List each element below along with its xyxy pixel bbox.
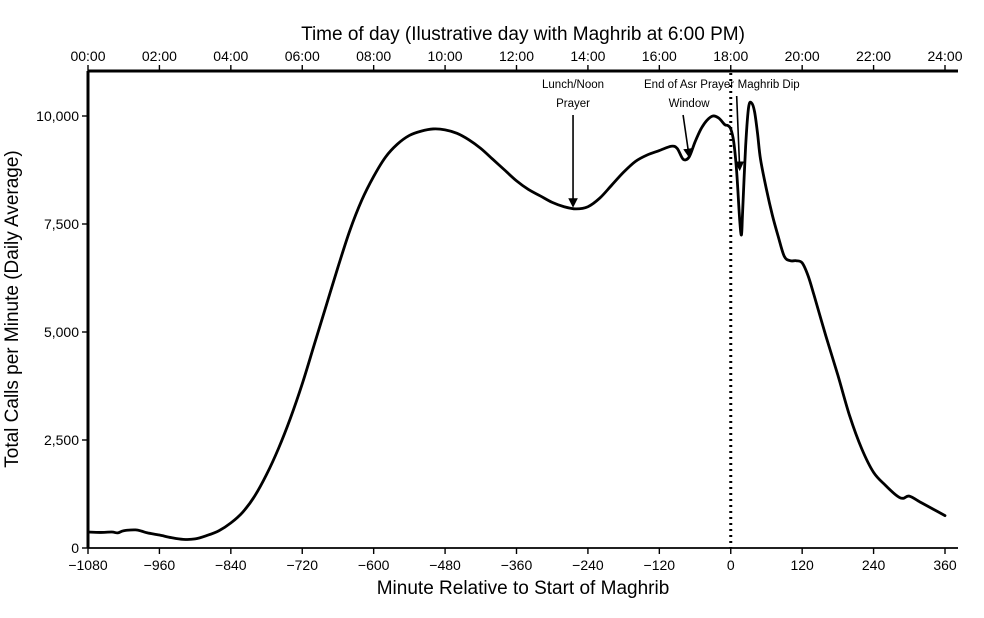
annotation: Maghrib Dip xyxy=(734,79,800,172)
x-tick-label: 240 xyxy=(862,557,886,573)
top-tick-label: 24:00 xyxy=(927,48,962,64)
x-tick-label: −600 xyxy=(358,557,390,573)
x-tick-label: −960 xyxy=(144,557,176,573)
y-axis-ticks: 0 2,500 5,000 7,500 10,000 xyxy=(36,108,88,556)
y-axis-title: Total Calls per Minute (Daily Average) xyxy=(2,150,23,468)
x-axis-ticks: −1080 −960 −840 −720 −600 −480 −360 −240 −120 0 12… xyxy=(68,548,957,573)
plot-frame xyxy=(86,69,958,549)
y-tick-label: 5,000 xyxy=(44,324,79,340)
annotation-arrow xyxy=(734,95,745,172)
top-tick-label: 04:00 xyxy=(213,48,248,64)
top-axis-title: Time of day (Ilustrative day with Maghri… xyxy=(301,24,745,45)
x-tick-label: −1080 xyxy=(68,557,108,573)
annotation-label: End of Asr Prayer xyxy=(644,79,734,91)
top-tick-label: 16:00 xyxy=(642,48,677,64)
top-tick-label: 12:00 xyxy=(499,48,534,64)
y-tick-label: 7,500 xyxy=(44,216,79,232)
top-tick-label: 14:00 xyxy=(570,48,605,64)
series-line xyxy=(86,100,947,541)
annotation-label: Maghrib Dip xyxy=(738,79,800,91)
x-tick-label: 360 xyxy=(933,557,957,573)
y-tick-label: 2,500 xyxy=(44,432,79,448)
x-tick-label: −840 xyxy=(215,557,247,573)
top-tick-label: 00:00 xyxy=(70,48,105,64)
annotations: Lunch/Noon Prayer End of Asr Prayer Window M… xyxy=(542,79,800,208)
annotation-label: Window xyxy=(669,98,711,110)
y-tick-label: 10,000 xyxy=(36,108,79,124)
y-tick-label: 0 xyxy=(71,540,79,556)
top-tick-label: 18:00 xyxy=(713,48,748,64)
top-tick-label: 10:00 xyxy=(428,48,463,64)
annotation-arrow xyxy=(682,114,693,159)
annotation-label: Lunch/Noon xyxy=(542,79,604,91)
x-tick-label: −120 xyxy=(644,557,676,573)
top-tick-label: 02:00 xyxy=(142,48,177,64)
x-tick-label: 0 xyxy=(727,557,735,573)
x-tick-label: −240 xyxy=(572,557,604,573)
top-axis-ticks: 00:00 02:00 04:00 06:00 08:00 10:00 12:00 14:00… xyxy=(70,48,963,71)
x-tick-label: −720 xyxy=(286,557,318,573)
top-tick-label: 20:00 xyxy=(785,48,820,64)
top-tick-label: 06:00 xyxy=(285,48,320,64)
x-tick-label: −360 xyxy=(501,557,533,573)
x-tick-label: −480 xyxy=(429,557,461,573)
annotation: Lunch/Noon Prayer xyxy=(542,79,604,208)
top-tick-label: 22:00 xyxy=(856,48,891,64)
annotation: End of Asr Prayer Window xyxy=(644,79,734,159)
top-tick-label: 08:00 xyxy=(356,48,391,64)
x-tick-label: 120 xyxy=(790,557,814,573)
annotation-label: Prayer xyxy=(556,98,590,110)
x-axis-title: Minute Relative to Start of Maghrib xyxy=(377,578,670,599)
